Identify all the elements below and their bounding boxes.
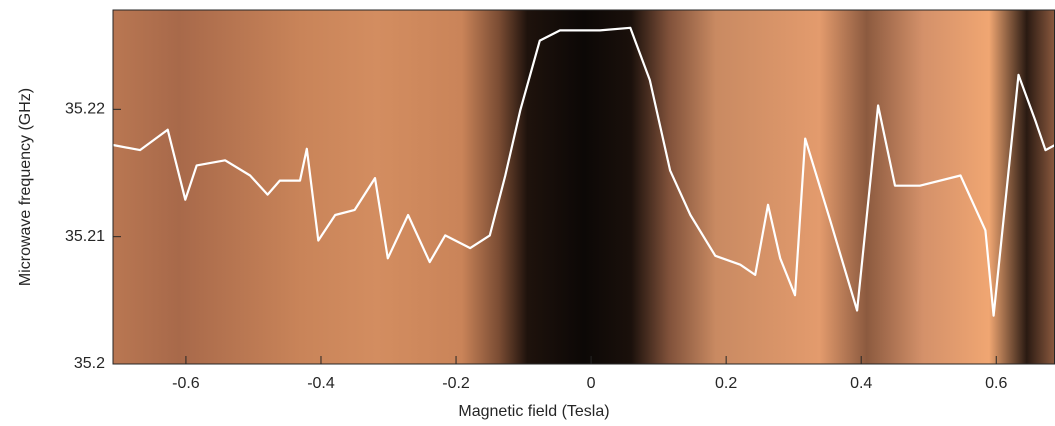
y-tick-label: 35.22: [65, 101, 105, 118]
data-line: [112, 26, 1055, 317]
x-tick-label: -0.2: [442, 375, 470, 392]
x-tick-label: -0.6: [172, 375, 200, 392]
x-axis-label: Magnetic field (Tesla): [458, 403, 609, 420]
x-tick-label: 0: [587, 375, 596, 392]
x-tick-label: -0.4: [307, 375, 335, 392]
y-tick-label: 35.2: [74, 355, 105, 372]
y-tick-label: 35.21: [65, 228, 105, 245]
y-axis-label: Microwave frequency (GHz): [17, 88, 34, 286]
x-tick-label: 0.2: [715, 375, 737, 392]
x-tick-label: 0.4: [850, 375, 872, 392]
x-tick-label: 0.6: [985, 375, 1007, 392]
heatmap: [113, 10, 1055, 364]
